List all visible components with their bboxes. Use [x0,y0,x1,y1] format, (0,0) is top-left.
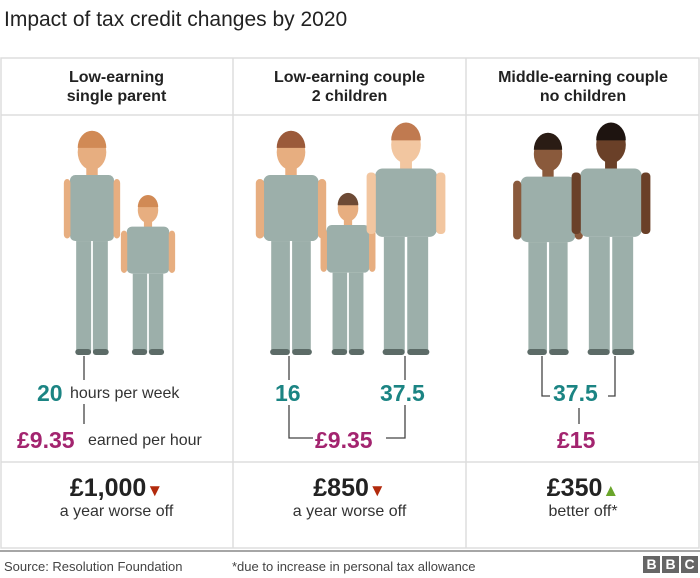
footnote-text: *due to increase in personal tax allowan… [232,559,476,574]
result-label: a year worse off [59,503,174,520]
rate-value: £9.35 [315,427,373,453]
logo-letter: C [681,556,698,573]
rate-label: earned per hour [88,432,202,449]
man-figure-1 [513,132,583,355]
down-triangle-icon: ▼ [146,481,164,500]
rate-value: £9.35 [17,427,75,453]
logo-letter: B [662,556,679,573]
hours-value: 20 [37,380,63,406]
logo-letter: B [643,556,660,573]
father-figure [366,122,446,355]
result-couple-children: £850▼ a year worse off [233,474,466,521]
header-line: Low-earning [68,69,165,86]
hours-value: 37.5 [553,380,598,406]
result-single-parent: £1,000▼ a year worse off [0,474,233,521]
grid-lines [0,57,700,549]
connector-lines [83,356,616,439]
hours-label: hours per week [70,385,180,402]
column-header-couple-children: Low-earning couple 2 children [233,68,466,106]
mother-figure [255,130,327,355]
header-line: single parent [66,88,167,105]
hours-value-partner-b: 37.5 [380,380,425,406]
column-header-single-parent: Low-earning single parent [0,68,233,106]
page-title: Impact of tax credit changes by 2020 [4,8,348,31]
child-figure [120,194,176,355]
result-amount: £350 [546,474,603,502]
boy-figure [320,192,376,355]
result-amount: £1,000 [69,474,147,502]
header-line: Low-earning couple [273,69,426,86]
result-amount: £850 [313,474,369,502]
man-figure-2 [571,122,651,355]
result-couple-no-children: £350▲ better off* [466,474,700,521]
woman-figure [63,130,121,355]
header-line: 2 children [311,88,388,105]
up-triangle-icon: ▲ [602,481,620,500]
down-triangle-icon: ▼ [368,481,386,500]
rate-value: £15 [557,427,596,453]
column-header-couple-no-children: Middle-earning couple no children [466,68,700,106]
result-label: better off* [548,503,618,520]
hours-value-partner-a: 16 [275,380,301,406]
header-line: Middle-earning couple [498,69,668,86]
source-text: Source: Resolution Foundation [4,559,183,574]
result-label: a year worse off [292,503,407,520]
header-line: no children [539,88,627,105]
